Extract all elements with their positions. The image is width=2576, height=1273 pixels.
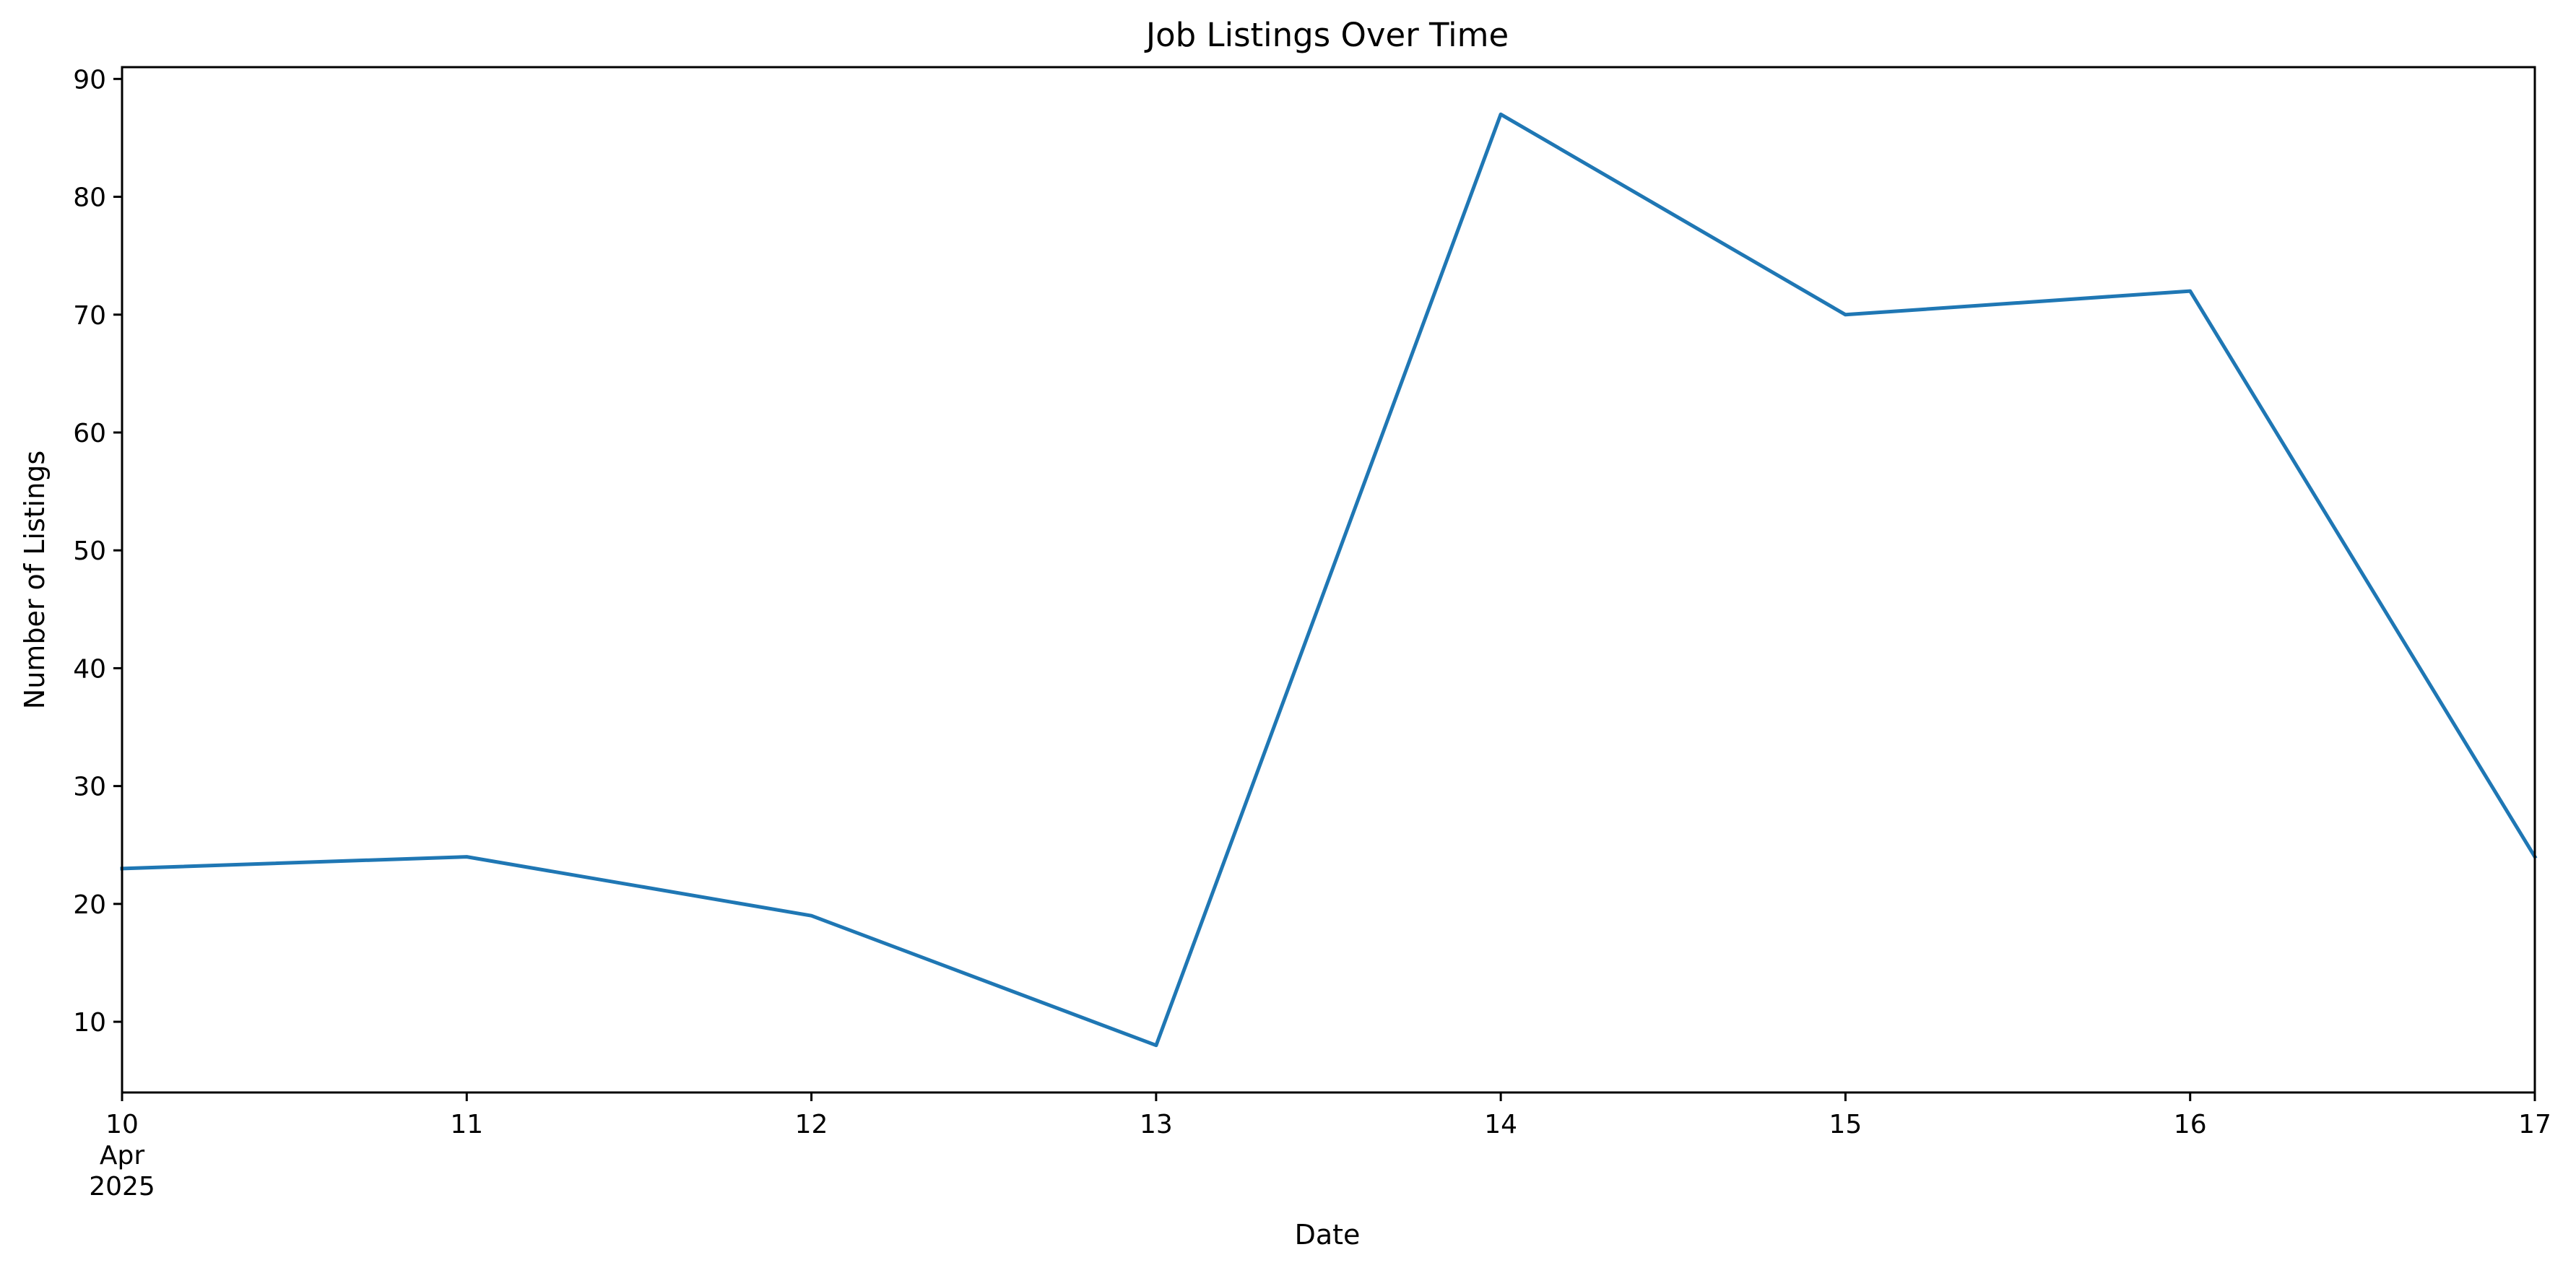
x-tick-label: 12 — [795, 1110, 828, 1139]
y-tick-label: 10 — [73, 1008, 106, 1038]
x-tick-label: 17 — [2518, 1110, 2551, 1139]
x-tick-label: 14 — [1484, 1110, 1517, 1139]
y-tick-label: 30 — [73, 773, 106, 802]
y-tick-label: 80 — [73, 183, 106, 213]
x-axis-label: Date — [1295, 1219, 1361, 1251]
x-tick-label: 15 — [1829, 1110, 1862, 1139]
x-tick-month-label: Apr — [100, 1141, 144, 1170]
series-line-0 — [120, 112, 2538, 1048]
x-tick-year-label: 2025 — [89, 1172, 155, 1202]
y-axis-label: Number of Listings — [19, 451, 51, 709]
x-tick-label: 10 — [105, 1110, 139, 1139]
y-axis: 10 20 30 40 50 60 70 80 90 — [73, 65, 122, 1038]
x-tick-label: 11 — [450, 1110, 483, 1139]
chart-title: Job Listings Over Time — [1144, 16, 1509, 54]
y-tick-label: 90 — [73, 65, 106, 95]
y-tick-label: 70 — [73, 301, 106, 331]
y-tick-label: 50 — [73, 536, 106, 566]
x-tick-label: 13 — [1140, 1110, 1173, 1139]
y-tick-label: 40 — [73, 654, 106, 684]
x-tick-label: 16 — [2174, 1110, 2207, 1139]
y-tick-label: 20 — [73, 890, 106, 920]
plot-frame — [121, 66, 2536, 1094]
y-tick-label: 60 — [73, 419, 106, 448]
series-layer — [120, 112, 2538, 1048]
